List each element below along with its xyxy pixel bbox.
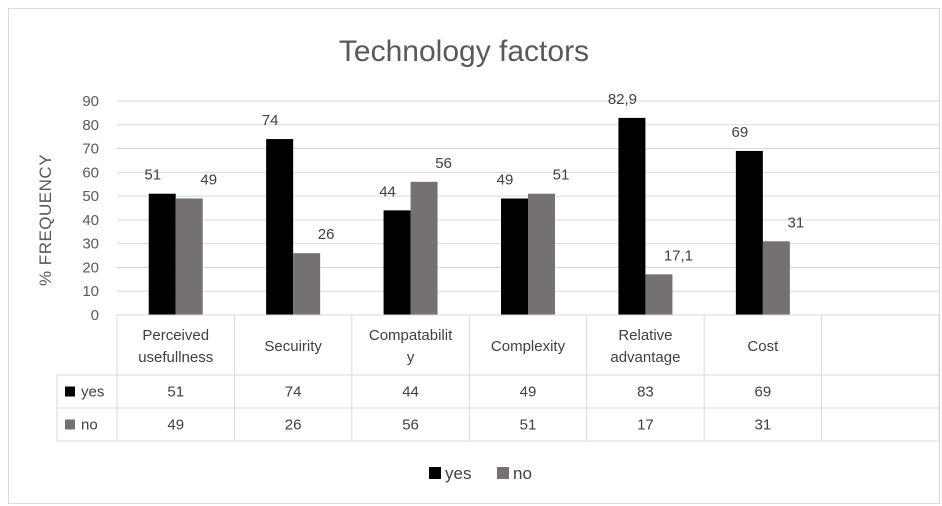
y-tick-label: 30 xyxy=(82,236,99,253)
bar-yes xyxy=(618,117,646,315)
table-series-name: yes xyxy=(81,384,104,401)
y-tick-label: 50 xyxy=(82,188,99,205)
table-legend-key-yes xyxy=(65,386,75,397)
data-label-no: 51 xyxy=(553,167,570,184)
x-category-label: y xyxy=(407,349,415,366)
data-label-no: 49 xyxy=(200,171,217,188)
table-cell: 49 xyxy=(167,417,184,434)
bar-no xyxy=(175,198,203,315)
bar-yes xyxy=(383,210,411,315)
y-tick-label: 90 xyxy=(82,93,99,110)
table-cell: 31 xyxy=(755,417,772,434)
table-legend-key-no xyxy=(65,419,75,430)
chart-title: Technology factors xyxy=(339,35,589,68)
x-category-label: advantage xyxy=(610,349,680,366)
y-tick-label: 60 xyxy=(82,164,99,181)
table-cell: 49 xyxy=(520,384,537,401)
legend-label: no xyxy=(513,464,532,483)
data-label-yes: 49 xyxy=(497,171,514,188)
x-category-label: Compatabilit xyxy=(369,327,453,344)
y-tick-label: 70 xyxy=(82,141,99,158)
y-axis-label: % FREQUENCY xyxy=(36,154,55,286)
legend-key-no xyxy=(497,467,509,479)
x-category-label: Complexity xyxy=(491,338,566,355)
y-axis-ticks: 0 10 20 30 40 50 60 70 80 90 xyxy=(82,93,99,324)
bar-no xyxy=(410,181,438,315)
table-cell: 74 xyxy=(285,384,302,401)
chart: Technology factors 0 10 20 30 40 50 60 70 80 90 %… xyxy=(36,35,940,483)
bar-no xyxy=(528,193,555,315)
x-category-label: Perceived xyxy=(142,327,209,344)
y-tick-label: 80 xyxy=(82,117,99,134)
data-table: Perceived usefullness Secuirity Compatabili… xyxy=(56,314,940,442)
x-category-label: Relative xyxy=(618,327,672,344)
bar-yes xyxy=(735,150,763,315)
bar-no xyxy=(293,253,321,315)
y-tick-label: 10 xyxy=(82,283,99,300)
legend: yes no xyxy=(429,464,532,483)
bar-no xyxy=(645,274,673,315)
data-label-yes: 82,9 xyxy=(608,91,637,108)
table-cell: 17 xyxy=(637,417,654,434)
table-cell: 83 xyxy=(637,384,654,401)
data-label-yes: 74 xyxy=(262,112,279,129)
table-cell: 51 xyxy=(167,384,184,401)
chart-frame: Technology factors 0 10 20 30 40 50 60 70 80 90 %… xyxy=(8,8,940,504)
bar-yes xyxy=(148,193,176,315)
x-category-label: Secuirity xyxy=(264,338,322,355)
bars xyxy=(148,117,790,315)
table-cell: 44 xyxy=(402,384,419,401)
data-labels: 51 49 74 26 44 56 49 51 82,9 17,1 69 31 xyxy=(144,91,804,264)
y-tick-label: 40 xyxy=(82,212,99,229)
table-series-name: no xyxy=(81,417,98,434)
data-label-no: 31 xyxy=(788,214,805,231)
table-cell: 69 xyxy=(755,384,772,401)
bar-yes xyxy=(501,198,528,315)
data-label-no: 17,1 xyxy=(664,247,693,264)
legend-label: yes xyxy=(445,464,471,483)
table-cell: 56 xyxy=(402,417,419,434)
x-category-label: usefullness xyxy=(138,349,213,366)
bar-no xyxy=(762,241,790,315)
data-label-no: 56 xyxy=(435,155,452,172)
table-cell: 51 xyxy=(520,417,537,434)
data-label-yes: 69 xyxy=(732,124,749,141)
table-cell: 26 xyxy=(285,417,302,434)
y-tick-label: 20 xyxy=(82,259,99,276)
legend-key-yes xyxy=(429,467,441,479)
y-tick-label: 0 xyxy=(91,307,99,324)
data-label-no: 26 xyxy=(318,226,335,243)
data-label-yes: 44 xyxy=(379,183,396,200)
x-category-label: Cost xyxy=(747,338,779,355)
data-label-yes: 51 xyxy=(144,167,161,184)
bar-yes xyxy=(266,139,294,315)
